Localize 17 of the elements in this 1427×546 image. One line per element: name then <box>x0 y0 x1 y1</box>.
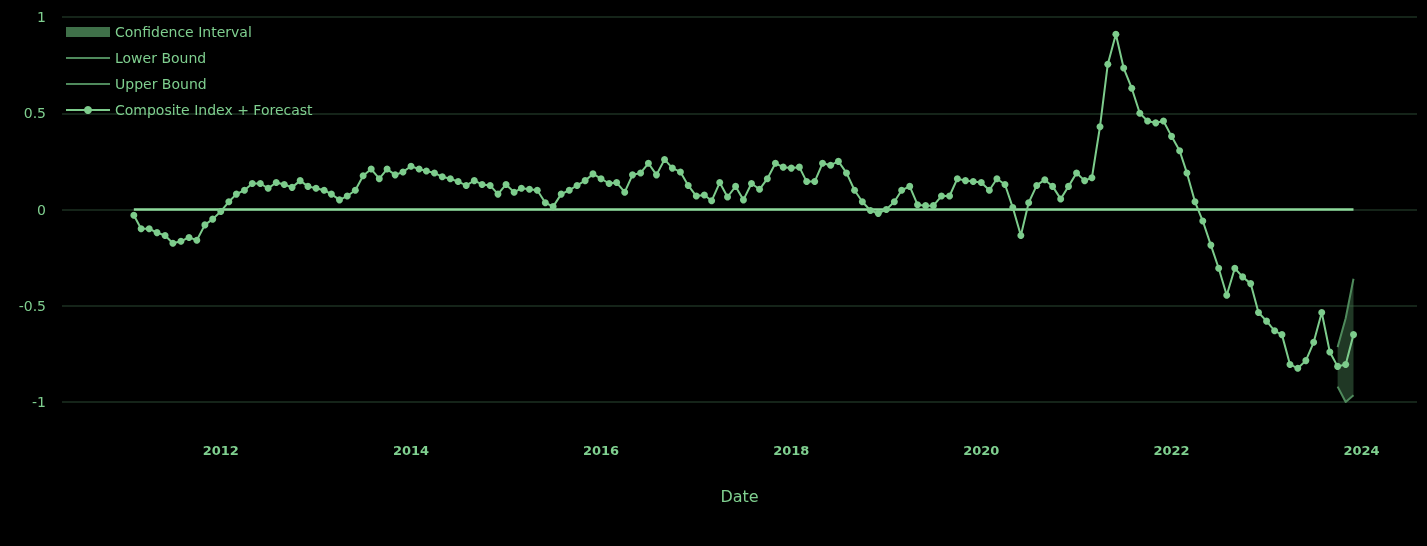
y-tick-label: -0.5 <box>18 297 46 314</box>
x-tick-label: 2022 <box>1153 443 1190 458</box>
x-tick-label: 2016 <box>582 443 620 458</box>
x-tick-label: 2020 <box>963 443 1000 458</box>
y-tick-label: 0.5 <box>23 105 46 122</box>
y-tick-label: 1 <box>37 9 46 25</box>
y-tick-label: 0 <box>37 201 46 218</box>
legend-label: Lower Bound <box>115 50 207 66</box>
y-tick-label: -1 <box>32 394 46 410</box>
x-tick-label: 2024 <box>1343 443 1380 458</box>
x-tick-label: 2018 <box>773 443 810 458</box>
x-tick-label: 2014 <box>392 443 430 458</box>
x-tick-label: 2012 <box>202 443 239 458</box>
legend-label: Upper Bound <box>115 76 207 92</box>
x-axis-title: Date <box>720 486 759 506</box>
legend-label: Composite Index + Forecast <box>115 102 314 118</box>
legend-label: Confidence Interval <box>115 24 252 40</box>
